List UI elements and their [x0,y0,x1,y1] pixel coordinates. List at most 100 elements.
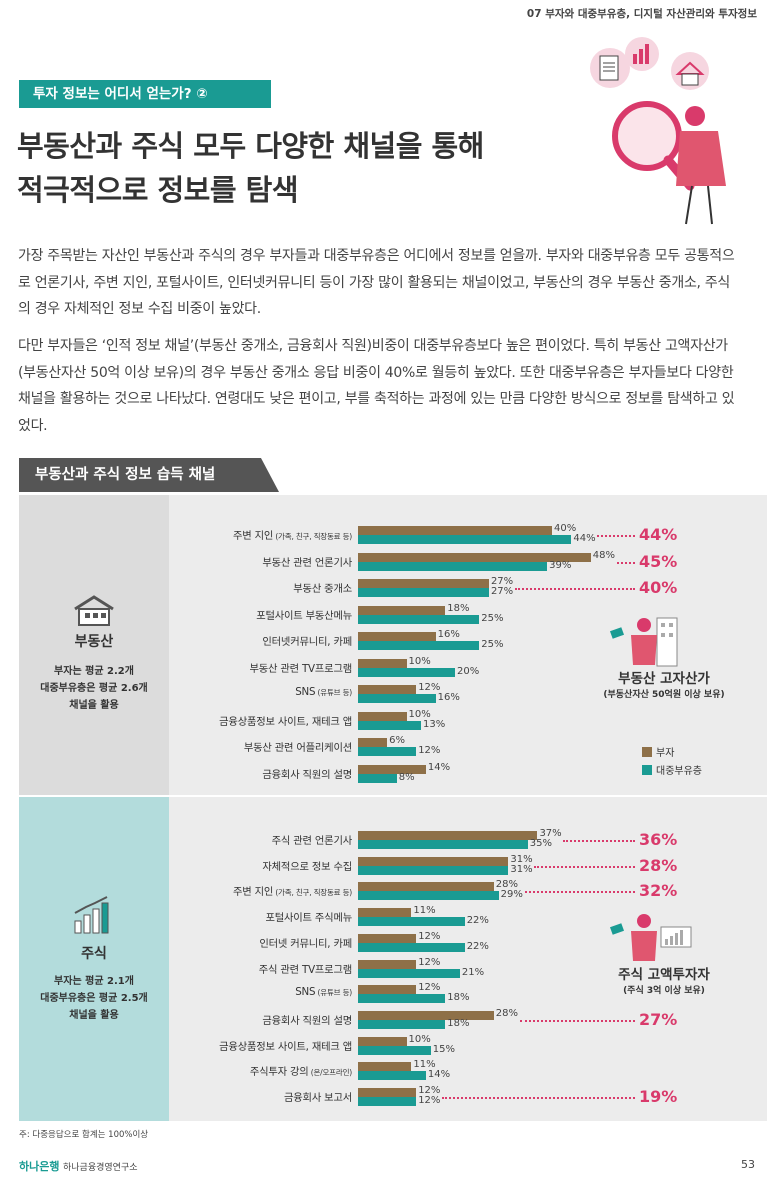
footer-logo: 하나은행 하나금융경영연구소 [19,1160,138,1173]
value-label-mass: 12% [418,1095,441,1106]
value-label-rich: 28% [495,1007,519,1019]
research-illustration [590,37,726,225]
bar-mass [358,1045,431,1055]
highlight-value: 45% [639,551,678,571]
value-label-rich: 18% [447,602,470,614]
value-label-rich: 40% [554,523,577,534]
bar-rich [358,1036,407,1046]
legend-rich: 부자 [642,744,674,759]
highlight-dots [597,535,635,537]
value-label-rich: 10% [408,708,431,720]
value-label-mass: 31% [510,863,533,875]
bar-rich [358,738,388,747]
bar-rich [358,1088,417,1097]
value-label-rich: 27% [490,576,514,587]
chapter-header: 07 부자와 대중부유층, 디지털 자산관리와 투자정보 [526,8,757,20]
category-label: 주변 지인 (가족, 친구, 직장동료 등) [232,886,352,899]
category-label: 금융회사 직원의 설명 [262,1014,352,1027]
category-label: 부동산 관련 어플리케이션 [243,742,352,754]
highlight-dots [519,1019,635,1022]
bar-mass [358,720,422,730]
value-label-rich: 31% [510,853,533,865]
investor-illustration [609,617,678,667]
stock-desc: 부자는 평균 2.1개 대중부유층은 평균 2.5개 채널을 활용 [40,976,148,1021]
value-label-mass: 18% [447,992,470,1004]
bar-mass [358,588,489,597]
stock-investor-illustration [609,914,692,961]
bar-mass [358,667,455,677]
value-label-rich: 12% [418,982,441,994]
highlight-dots [616,561,635,564]
stock-panel: 주식 부자는 평균 2.1개 대중부유층은 평균 2.5개 채널을 활용 주식 … [19,797,767,1121]
house-icon [74,595,114,626]
value-label-rich: 12% [418,930,441,942]
category-label: 금융상품정보 사이트, 재테크 앱 [219,715,352,728]
bar-rich [358,579,489,588]
bar-rich [358,658,407,668]
bar-rich [358,526,552,535]
bar-mass [358,694,436,703]
bar-mass [358,1097,417,1106]
value-label-mass: 18% [447,1017,470,1029]
category-label: 금융회사 보고서 [284,1092,352,1104]
value-label-mass: 12% [418,745,441,756]
bar-mass [358,773,397,783]
value-label-mass: 25% [481,639,504,650]
bar-mass [358,747,417,756]
highlight-value: 32% [639,881,678,901]
highlight-value: 19% [639,1087,678,1106]
highlight-dots [563,840,635,842]
paragraph-1: 가장 주목받는 자산인 부동산과 주식의 경우 부자들과 대중부유층은 어디에서… [18,248,735,317]
bar-rich [358,685,417,694]
bar-mass [358,1071,426,1081]
stock-sidebox: 주식 부자는 평균 2.1개 대중부유층은 평균 2.5개 채널을 활용 [19,797,169,1121]
bar-rich [358,552,591,562]
realestate-panel: 부동산 부자는 평균 2.2개 대중부유층은 평균 2.6개 채널을 활용 주변… [19,495,767,795]
value-label-mass: 14% [427,1069,451,1081]
stock-insight-subtitle: (주식 3억 이상 보유) [623,986,705,996]
value-label-rich: 10% [408,655,431,667]
bar-rich [358,831,538,840]
value-label-rich: 10% [408,1033,431,1045]
category-label: 부동산 관련 언론기사 [262,556,352,569]
bar-rich [358,605,446,615]
value-label-rich: 28% [495,879,519,891]
category-label: 인터넷 커뮤니티, 카페 [259,937,352,950]
category-label: 금융회사 직원의 설명 [262,768,352,781]
category-label: 부동산 관련 TV프로그램 [249,662,352,675]
bar-rich [358,882,494,892]
growth-chart-icon [74,896,109,934]
bar-rich [358,764,426,774]
stock-name: 주식 [81,946,107,962]
value-label-mass: 25% [481,612,504,624]
bar-mass [358,614,480,624]
value-label-mass: 20% [457,665,480,677]
highlight-dots [514,588,635,590]
category-label: 주식투자 강의 (온/오프라인) [249,1066,352,1079]
value-label-mass: 29% [500,889,523,901]
bar-mass [358,865,509,875]
realestate-name: 부동산 [74,634,114,650]
highlight-value: 36% [639,830,678,849]
realestate-insight-subtitle: (부동산자산 50억원 이상 보유) [603,690,725,700]
bar-mass [358,891,499,901]
value-label-rich: 16% [437,629,460,640]
highlight-value: 40% [639,578,678,597]
category-label: 포털사이트 부동산메뉴 [256,609,352,622]
value-label-mass: 27% [490,586,514,597]
value-label-mass: 8% [398,771,415,783]
highlight-dots [524,891,635,894]
value-label-rich: 12% [418,956,441,968]
highlight-dots [442,1097,635,1099]
bar-rich [358,711,407,721]
value-label-mass: 13% [423,718,446,730]
bar-mass [358,968,460,978]
legend-mass: 대중부유층 [642,762,702,777]
realestate-insight-title: 부동산 고자산가 [618,671,710,687]
footnote: 주: 다중응답으로 합계는 100%이상 [19,1130,149,1140]
value-label-mass: 35% [529,838,552,849]
value-label-rich: 12% [418,1085,441,1096]
value-label-mass: 22% [466,940,489,952]
page-number: 53 [741,1158,755,1171]
category-label: 인터넷커뮤니티, 카페 [262,636,352,648]
